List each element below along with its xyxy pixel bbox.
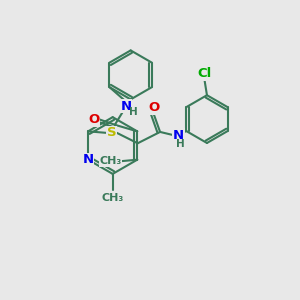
Text: S: S	[106, 126, 116, 139]
Text: O: O	[148, 101, 159, 114]
Text: N: N	[173, 129, 184, 142]
Text: CH₃: CH₃	[99, 156, 122, 166]
Text: O: O	[88, 113, 100, 126]
Text: N: N	[121, 100, 132, 113]
Text: H: H	[129, 107, 138, 117]
Text: H: H	[176, 139, 184, 149]
Text: N: N	[82, 153, 94, 166]
Text: Cl: Cl	[197, 67, 212, 80]
Text: CH₃: CH₃	[101, 194, 124, 203]
